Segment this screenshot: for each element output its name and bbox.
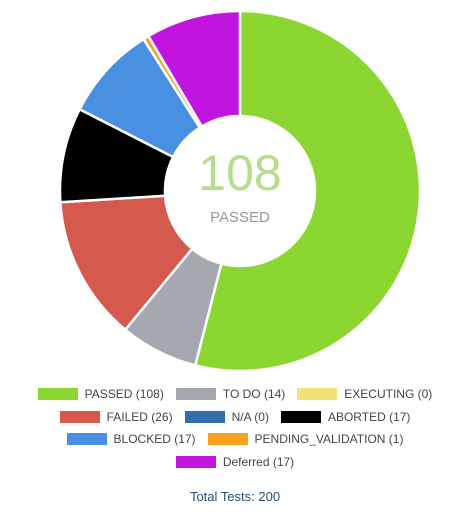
total-tests-label: Total Tests: 200 — [189, 489, 281, 504]
legend-label: N/A (0) — [231, 409, 269, 424]
legend-swatch — [66, 433, 107, 446]
legend-swatch — [37, 388, 78, 401]
legend-swatch — [59, 410, 100, 423]
legend-label: EXECUTING (0) — [344, 387, 433, 402]
legend-item-deferred[interactable]: Deferred (17) — [175, 454, 295, 469]
legend-label: FAILED (26) — [106, 409, 173, 424]
legend-item-failed[interactable]: FAILED (26) — [59, 409, 173, 424]
legend-swatch — [175, 455, 216, 468]
donut-hole — [165, 116, 315, 266]
legend-item-to-do[interactable]: TO DO (14) — [175, 387, 286, 402]
legend-label: ABORTED (17) — [327, 409, 411, 424]
legend-label: TO DO (14) — [222, 387, 286, 402]
legend-swatch — [297, 388, 338, 401]
legend-label: BLOCKED (17) — [113, 432, 196, 447]
center-passed-label: PASSED — [210, 209, 270, 226]
legend-row: PASSED (108) TO DO (14) EXECUTING (0) — [0, 383, 470, 406]
legend-item-blocked[interactable]: BLOCKED (17) — [66, 432, 196, 447]
legend-item-pending-validation[interactable]: PENDING_VALIDATION (1) — [207, 432, 404, 447]
legend-swatch — [175, 388, 216, 401]
chart-legend: PASSED (108) TO DO (14) EXECUTING (0) FAILE… — [0, 383, 470, 473]
legend-item-aborted[interactable]: ABORTED (17) — [280, 409, 411, 424]
legend-swatch — [280, 410, 321, 423]
legend-label: PASSED (108) — [84, 387, 164, 402]
legend-row: BLOCKED (17) PENDING_VALIDATION (1) — [0, 428, 470, 451]
legend-item-n-a[interactable]: N/A (0) — [184, 409, 269, 424]
donut-chart-svg — [58, 9, 422, 373]
legend-row: FAILED (26) N/A (0) ABORTED (17) — [0, 406, 470, 429]
legend-label: Deferred (17) — [222, 454, 295, 469]
legend-row: Deferred (17) — [0, 451, 470, 474]
legend-item-passed[interactable]: PASSED (108) — [37, 387, 164, 402]
legend-item-executing[interactable]: EXECUTING (0) — [297, 387, 432, 401]
legend-swatch — [184, 410, 225, 423]
legend-label: PENDING_VALIDATION (1) — [254, 432, 404, 447]
center-passed-count: 108 — [198, 145, 282, 201]
legend-swatch — [207, 433, 248, 446]
